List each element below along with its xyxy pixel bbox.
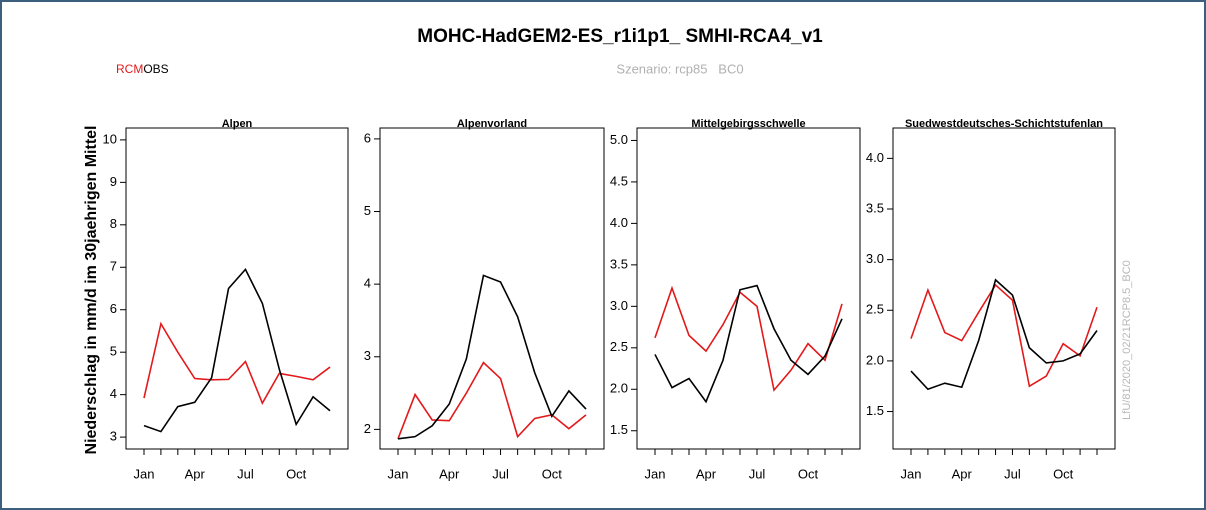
x-tick-label: Apr [952,466,973,481]
y-tick-label: 3.5 [866,200,884,215]
panel-title: Mittelgebirgsschwelle [691,118,805,130]
y-tick-label: 3 [110,429,117,444]
x-tick-label: Apr [185,466,206,481]
y-tick-label: 4 [364,276,371,291]
x-tick-label: Oct [542,466,563,481]
line [654,285,843,392]
line [397,361,587,440]
y-tick-label: 3 [364,348,371,363]
y-tick-label: 1.5 [866,403,884,418]
x-tick-label: Apr [696,466,717,481]
y-tick-label: 1.5 [610,422,628,437]
line [910,278,1098,391]
plot-box [379,127,605,450]
y-tick-label: 2.0 [866,352,884,367]
y-tick-label: 3.5 [610,256,628,271]
y-tick-label: 2.5 [610,339,628,354]
plot-box [125,127,349,450]
subtitle: Szenario: rcp85 BC0 [616,61,743,76]
y-tick-label: 2 [364,421,371,436]
x-tick-label: Jul [749,466,766,481]
line [654,284,843,404]
y-tick-label: 2.0 [610,381,628,396]
x-tick-label: Jan [134,466,155,481]
x-tick-label: Oct [1053,466,1074,481]
chart-title: MOHC-HadGEM2-ES_r1i1p1_ SMHI-RCA4_v1 [417,26,823,47]
legend-entry: RCM [116,62,143,76]
x-tick-label: Oct [286,466,307,481]
line [910,283,1098,388]
line [397,274,587,440]
y-tick-label: 8 [110,216,117,231]
y-tick-label: 5 [364,203,371,218]
panel-title: Alpen [222,118,253,130]
y-tick-label: 5.0 [610,132,628,147]
x-tick-label: Jul [237,466,254,481]
y-tick-label: 7 [110,259,117,274]
plot-box [892,127,1116,450]
x-tick-label: Oct [798,466,819,481]
y-tick-label: 4.5 [610,173,628,188]
line [143,267,331,433]
legend-entry: OBS [143,62,168,76]
panel-title: Alpenvorland [457,118,527,130]
x-tick-label: Jul [492,466,509,481]
x-tick-label: Jan [901,466,922,481]
x-tick-label: Jan [388,466,409,481]
x-tick-label: Apr [439,466,460,481]
y-tick-label: 4.0 [866,150,884,165]
y-tick-label: 4 [110,386,117,401]
y-tick-label: 10 [103,131,117,146]
y-tick-label: 3.0 [610,298,628,313]
y-axis-label: Niederschlag in mm/d im 30jaehrigen Mitt… [83,126,100,455]
y-tick-label: 6 [364,130,371,145]
x-tick-label: Jan [645,466,666,481]
y-tick-label: 9 [110,174,117,189]
y-tick-label: 4.0 [610,215,628,230]
y-tick-label: 3.0 [866,251,884,266]
panel-title: Suedwestdeutsches-Schichtstufenlan [905,118,1103,130]
x-tick-label: Jul [1004,466,1021,481]
note: LfU/81/2020_02/21RCP8.5_BC0 [1121,260,1133,420]
y-tick-label: 5 [110,344,117,359]
y-tick-label: 2.5 [866,302,884,317]
line [143,321,331,405]
plot-box [636,127,861,450]
y-tick-label: 6 [110,301,117,316]
